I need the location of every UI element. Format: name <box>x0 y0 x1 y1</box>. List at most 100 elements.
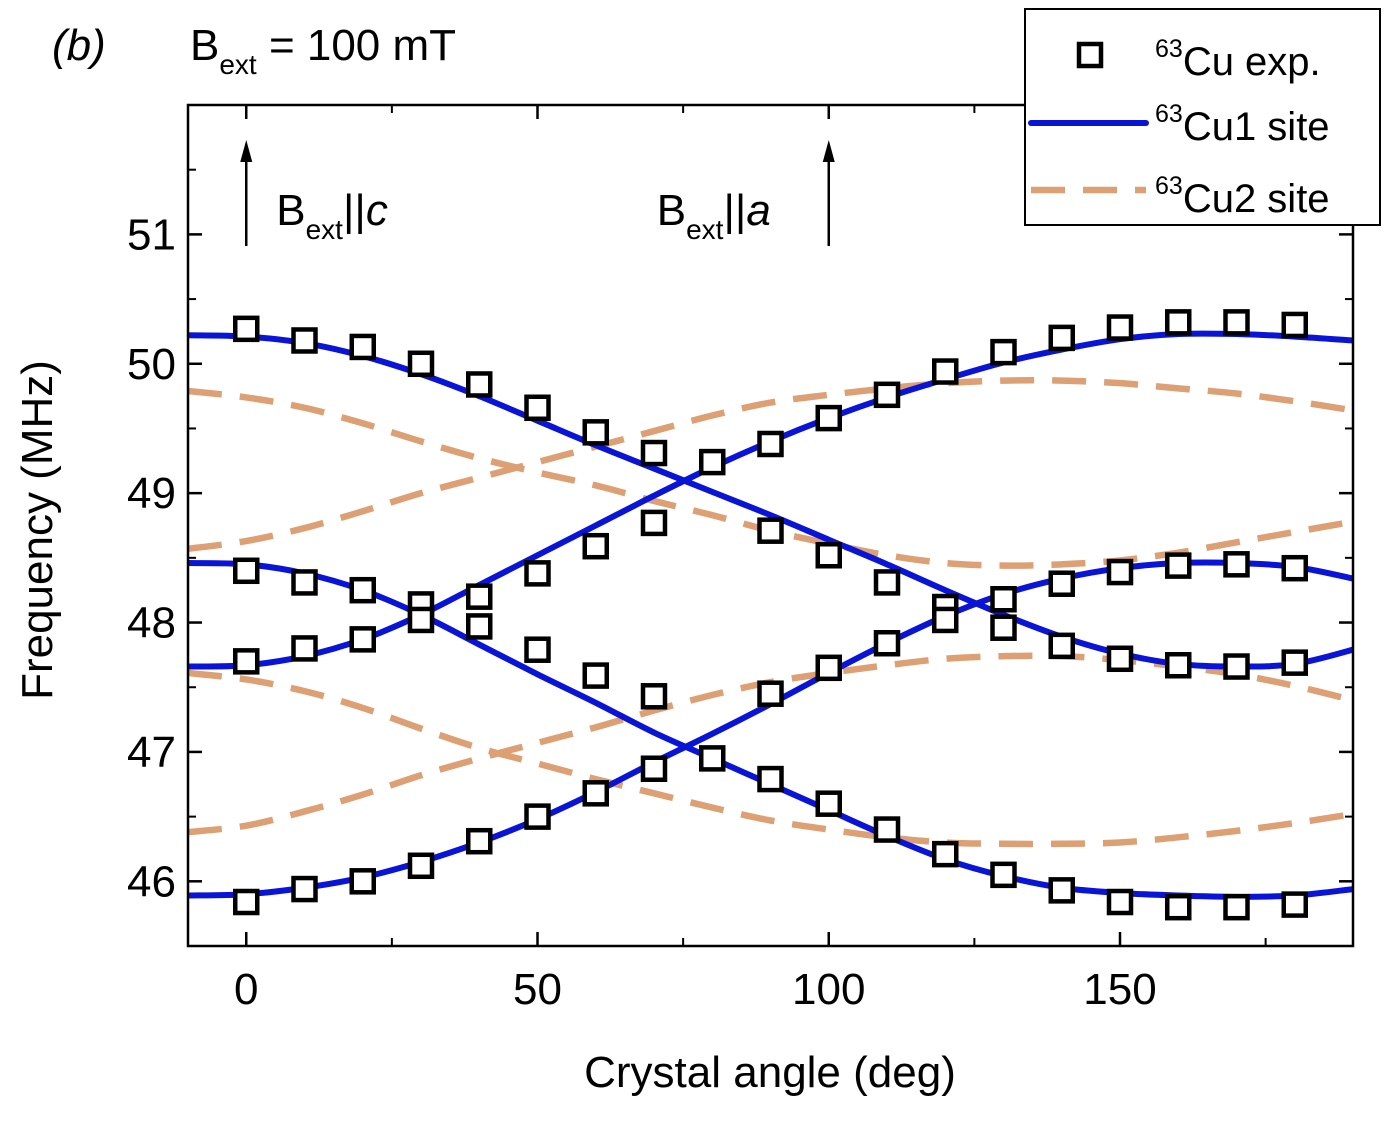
legend-item-exp: 63Cu exp. <box>1076 35 1321 84</box>
annotation-label: Bext||c <box>276 186 388 245</box>
exp-point-13 <box>932 358 959 385</box>
legend-label-cu1-sup: 63 <box>1155 100 1183 128</box>
exp-point-17 <box>1165 309 1192 336</box>
exp-point-66 <box>815 790 842 817</box>
exp-point-51 <box>1048 632 1075 660</box>
y-tick-label: 46 <box>127 857 176 906</box>
exp-point-6 <box>524 394 551 422</box>
field-label-rest: = 100 mT <box>257 21 456 70</box>
annotation-axis: c <box>366 186 388 235</box>
exp-point-39 <box>291 635 318 662</box>
legend-label-exp-sup: 63 <box>1155 35 1183 63</box>
exp-point-7 <box>582 419 609 446</box>
exp-point-46 <box>757 680 784 707</box>
exp-point-3 <box>349 333 376 361</box>
exp-point-18 <box>1223 309 1250 336</box>
exp-point-62 <box>582 780 609 807</box>
exp-point-57 <box>291 875 318 903</box>
exp-point-49 <box>932 606 959 634</box>
legend: 63Cu exp. 63Cu1 site 63 Cu2 site <box>1024 8 1381 226</box>
annotation-symbol: B <box>657 186 686 235</box>
y-tick-label: 48 <box>127 599 176 648</box>
x-tick-label: 50 <box>513 965 562 1014</box>
exp-point-67 <box>873 816 901 843</box>
exp-point-27 <box>640 509 668 537</box>
x-axis-label: Crystal angle (deg) <box>584 1048 956 1097</box>
exp-point-37 <box>1281 554 1308 582</box>
exp-point-15 <box>1048 324 1075 352</box>
exp-point-40 <box>349 626 376 653</box>
exp-points <box>233 309 1308 921</box>
exp-point-5 <box>466 371 493 398</box>
exp-point-4 <box>407 350 435 378</box>
exp-point-42 <box>466 613 493 640</box>
cu1-curves <box>188 330 1353 900</box>
legend-label-cu1: 63Cu1 site <box>1155 100 1330 149</box>
exp-point-65 <box>757 765 784 793</box>
annotations: Bext||c Bext||a <box>240 140 835 246</box>
field-label: Bext = 100 mT <box>190 21 456 80</box>
y-axis-label: Frequency (MHz) <box>13 360 62 700</box>
exp-point-53 <box>1165 651 1192 679</box>
y-tick-label: 49 <box>127 469 176 518</box>
exp-point-45 <box>640 683 668 710</box>
exp-point-59 <box>407 852 435 880</box>
exp-point-47 <box>815 654 842 682</box>
exp-point-38 <box>233 648 260 675</box>
exp-point-64 <box>699 745 726 772</box>
exp-point-73 <box>1223 893 1250 921</box>
cu1-curve-4 <box>188 559 1353 899</box>
exp-point-54 <box>1223 653 1250 680</box>
plot-area <box>188 309 1353 921</box>
exp-point-36 <box>1223 551 1250 578</box>
plot-frame <box>186 103 1355 948</box>
legend-square-icon <box>1076 41 1104 69</box>
annotation-symbol: B <box>276 186 305 235</box>
exp-point-24 <box>466 583 493 610</box>
exp-point-60 <box>466 827 493 855</box>
exp-point-33 <box>1048 570 1075 597</box>
legend-item-cu1: 63Cu1 site <box>1028 100 1330 149</box>
exp-point-29 <box>815 542 842 569</box>
exp-point-26 <box>582 532 609 560</box>
exp-point-25 <box>524 560 551 587</box>
annotation-subscript: ext <box>306 214 344 245</box>
cu2-curve-2 <box>188 377 1353 553</box>
field-label-symbol: B <box>190 21 219 70</box>
annotation-axis: a <box>746 186 770 235</box>
exp-point-41 <box>407 606 435 634</box>
exp-point-9 <box>699 448 726 476</box>
exp-point-10 <box>757 430 784 458</box>
arrow-up-icon <box>240 140 253 162</box>
cu2-curve-3 <box>188 669 1353 848</box>
exp-point-2 <box>291 327 318 354</box>
exp-point-43 <box>524 636 551 663</box>
exp-point-50 <box>990 614 1017 641</box>
exp-point-68 <box>932 840 959 868</box>
annotation-1: Bext||c <box>240 140 388 246</box>
arrow-up-icon <box>822 140 835 162</box>
exp-point-74 <box>1281 891 1308 918</box>
exp-point-63 <box>640 755 668 782</box>
legend-label-exp: 63Cu exp. <box>1155 35 1321 84</box>
exp-point-32 <box>990 586 1017 613</box>
legend-label-exp-text: Cu exp. <box>1183 40 1321 84</box>
annotation-2: Bext||a <box>657 140 835 246</box>
exp-point-70 <box>1048 877 1075 904</box>
exp-point-69 <box>990 861 1017 889</box>
exp-point-22 <box>349 576 376 604</box>
annotation-separator: || <box>723 186 746 235</box>
exp-point-11 <box>815 404 842 432</box>
exp-point-48 <box>873 629 901 657</box>
exp-point-8 <box>640 439 668 467</box>
exp-point-55 <box>1281 649 1308 676</box>
exp-point-14 <box>990 338 1017 366</box>
exp-point-52 <box>1106 645 1134 673</box>
annotation-subscript: ext <box>686 214 724 245</box>
exp-point-19 <box>1281 311 1308 339</box>
y-tick-label: 47 <box>127 728 176 777</box>
legend-label-cu2-text: Cu2 site <box>1183 177 1330 221</box>
y-tick-label: 50 <box>127 340 176 389</box>
exp-point-35 <box>1165 552 1192 579</box>
annotation-separator: || <box>343 186 366 235</box>
